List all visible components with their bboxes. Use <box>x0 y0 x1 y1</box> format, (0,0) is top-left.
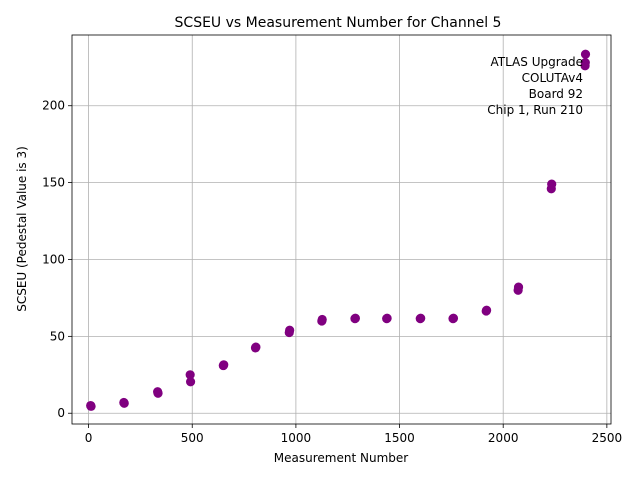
x-axis-label: Measurement Number <box>274 451 408 465</box>
data-point <box>448 313 459 323</box>
data-point <box>185 370 195 380</box>
annotation-box: ATLAS Upgrade COLUTAv4 Board 92 Chip 1, … <box>487 55 583 117</box>
data-point <box>317 314 327 325</box>
data-point <box>382 313 392 323</box>
data-point <box>580 49 591 59</box>
annotation-line-3: Board 92 <box>529 87 583 101</box>
y-tick-label: 200 <box>42 99 65 113</box>
data-points <box>86 49 591 411</box>
data-point <box>285 325 295 335</box>
data-point <box>185 377 196 387</box>
y-tick-label: 150 <box>42 176 65 190</box>
x-tick-label: 1000 <box>281 431 312 445</box>
data-point <box>513 282 524 292</box>
y-tick-label: 0 <box>57 406 65 420</box>
data-point <box>580 58 590 68</box>
data-point <box>119 398 129 408</box>
data-point <box>153 388 163 398</box>
data-point <box>547 179 557 189</box>
x-tick-label: 2500 <box>592 431 623 445</box>
x-tick-label: 2000 <box>488 431 519 445</box>
data-point <box>219 360 229 370</box>
annotation-line-4: Chip 1, Run 210 <box>487 103 583 117</box>
data-point <box>86 401 96 411</box>
axis-ticks: 0 500 1000 1500 2000 2500 0 50 100 150 200 <box>42 99 622 445</box>
annotation-line-2: COLUTAv4 <box>522 71 583 85</box>
plot-frame <box>71 34 612 425</box>
x-tick-label: 500 <box>181 431 204 445</box>
data-point <box>251 342 261 352</box>
y-tick-label: 100 <box>42 252 65 266</box>
data-point <box>350 313 360 323</box>
y-tick-label: 50 <box>50 329 65 343</box>
x-tick-label: 1500 <box>384 431 415 445</box>
data-point <box>482 305 492 315</box>
x-tick-label: 0 <box>85 431 93 445</box>
grid-lines <box>72 35 611 424</box>
annotation-line-1: ATLAS Upgrade <box>490 55 583 69</box>
y-axis-label: SCSEU (Pedestal Value is 3) <box>15 146 29 312</box>
data-point <box>416 313 426 323</box>
chart-title: SCSEU vs Measurement Number for Channel … <box>175 15 502 31</box>
